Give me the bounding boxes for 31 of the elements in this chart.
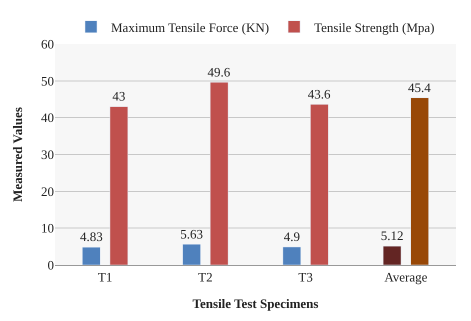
data-label: 49.6: [208, 64, 231, 80]
x-axis-title: Tensile Test Specimens: [192, 296, 318, 312]
data-label: 43: [112, 88, 126, 104]
y-axis-title: Measured Values: [10, 107, 25, 202]
data-label: 5.12: [380, 228, 404, 244]
y-tick-label: 50: [41, 73, 54, 88]
data-label: 45.4: [408, 80, 432, 95]
y-tick-label: 0: [48, 258, 54, 273]
x-tick-label: T3: [298, 270, 313, 285]
bar: [410, 98, 429, 265]
legend-label: Tensile Strength (Mpa): [314, 20, 434, 35]
x-tick-label: Average: [384, 270, 428, 285]
x-tick-label: T1: [98, 270, 112, 285]
legend-label: Maximum Tensile Force (KN): [111, 20, 270, 35]
data-label: 43.6: [308, 86, 332, 102]
x-tick-label: T2: [198, 270, 213, 285]
data-label: 5.63: [180, 226, 203, 242]
y-tick-label: 20: [41, 184, 54, 199]
y-tick-label: 40: [41, 110, 54, 126]
bar: [182, 244, 201, 265]
data-label: 4.9: [284, 228, 300, 244]
y-tick-label: 30: [41, 147, 54, 162]
bar: [310, 104, 329, 265]
bar: [282, 246, 302, 265]
bar: [210, 82, 228, 265]
data-label: 4.83: [80, 229, 103, 244]
y-tick-label: 60: [41, 36, 54, 52]
y-tick-label: 10: [41, 220, 54, 236]
bar: [82, 246, 101, 265]
bar: [382, 246, 402, 265]
bar: [110, 106, 128, 265]
